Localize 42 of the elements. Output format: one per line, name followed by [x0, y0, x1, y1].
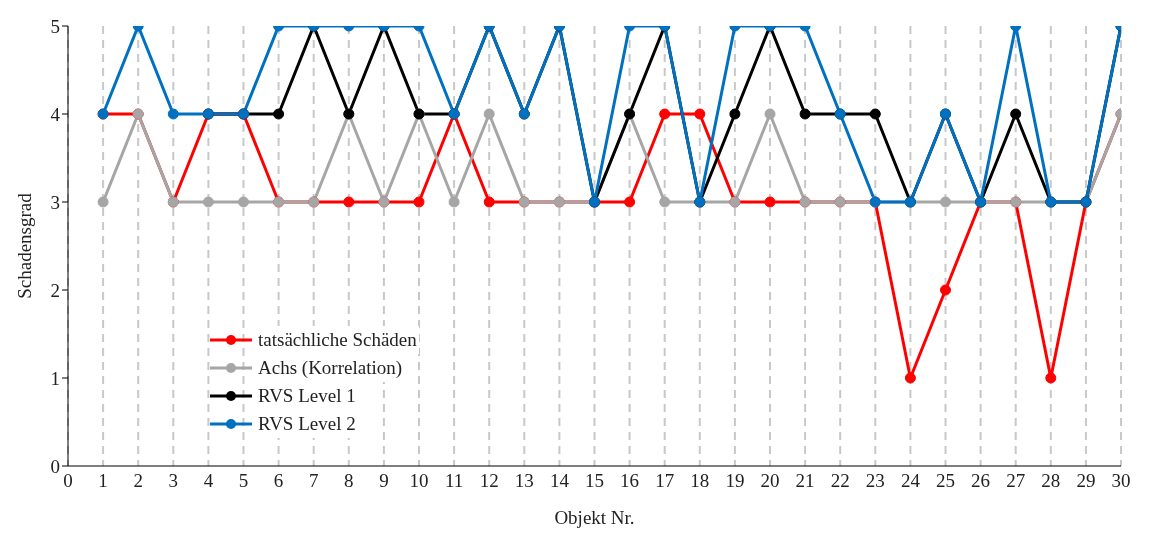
x-tick-label: 16 — [620, 470, 640, 492]
x-tick-label: 11 — [444, 470, 464, 492]
x-tick-label: 10 — [409, 470, 429, 492]
legend-label: Achs (Korrelation) — [256, 354, 405, 382]
x-tick-label: 27 — [1006, 470, 1026, 492]
y-tick-label: 5 — [50, 15, 60, 37]
x-tick-label: 24 — [900, 470, 921, 492]
x-tick-label: 26 — [971, 470, 991, 492]
y-axis-title: Schadensgrad — [13, 192, 35, 299]
x-tick-label: 17 — [655, 470, 675, 492]
x-tick-label: 28 — [1041, 470, 1061, 492]
x-tick-label: 3 — [168, 470, 179, 492]
y-tick-label: 4 — [50, 103, 61, 125]
x-tick-label: 15 — [585, 470, 604, 492]
x-tick-label: 23 — [865, 470, 885, 492]
x-tick-label: 25 — [936, 470, 955, 492]
y-tick-label: 3 — [50, 191, 60, 213]
x-tick-label: 14 — [549, 470, 570, 492]
legend-label: tatsächliche Schäden — [256, 326, 419, 354]
x-tick-label: 19 — [725, 470, 745, 492]
x-tick-label: 29 — [1076, 470, 1096, 492]
x-tick-label: 9 — [379, 470, 389, 492]
x-axis-title: Objekt Nr. — [554, 507, 635, 528]
x-tick-label: 18 — [690, 470, 710, 492]
x-tick-label: 13 — [514, 470, 534, 492]
x-tick-label: 7 — [308, 470, 319, 492]
x-tick-label: 30 — [1111, 470, 1131, 492]
x-tick-label: 21 — [795, 470, 815, 492]
x-tick-label: 2 — [133, 470, 143, 492]
y-tick-label: 0 — [50, 455, 60, 477]
legend-label: RVS Level 1 — [256, 382, 358, 410]
y-tick-label: 1 — [50, 367, 60, 389]
x-tick-label: 5 — [238, 470, 249, 492]
x-tick-label: 12 — [479, 470, 499, 492]
x-tick-label: 1 — [98, 470, 108, 492]
x-tick-label: 4 — [203, 470, 214, 492]
x-tick-label: 22 — [830, 470, 850, 492]
x-tick-label: 20 — [760, 470, 780, 492]
y-tick-label: 2 — [50, 279, 60, 301]
legend-label: RVS Level 2 — [256, 410, 358, 438]
x-tick-label: 8 — [344, 470, 354, 492]
x-tick-label: 6 — [273, 470, 284, 492]
